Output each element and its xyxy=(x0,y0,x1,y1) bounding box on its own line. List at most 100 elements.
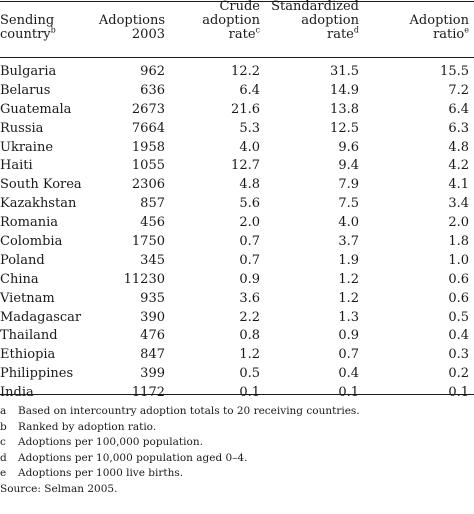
cell-standardized-rate: 0.1 xyxy=(338,385,359,401)
cell-crude-rate: 1.2 xyxy=(239,347,260,363)
cell-adoptions: 1958 xyxy=(131,139,165,155)
cell-country: Haiti xyxy=(0,158,33,174)
cell-adoptions: 476 xyxy=(140,328,165,344)
cell-crude-rate: 12.2 xyxy=(231,64,260,79)
cell-standardized-rate: 7.9 xyxy=(338,177,359,193)
cell-adoption-ratio: 3.4 xyxy=(448,196,469,212)
table-row: China 11230 0.9 1.2 0.6 xyxy=(0,271,474,290)
cell-adoption-ratio: 1.8 xyxy=(448,234,469,250)
cell-adoption-ratio: 6.4 xyxy=(448,101,469,117)
header-std-line3: rate xyxy=(326,27,354,42)
table-row: Belarus 636 6.4 14.9 7.2 xyxy=(0,82,474,101)
header-std-line1: Standardized xyxy=(271,0,359,14)
header-adoptions-line2: 2003 xyxy=(131,27,165,42)
cell-country: Romania xyxy=(0,215,58,231)
cell-crude-rate: 0.1 xyxy=(239,385,260,401)
cell-crude-rate: 0.7 xyxy=(239,252,260,268)
table-bottom-rule xyxy=(0,394,474,395)
cell-adoption-ratio: 0.2 xyxy=(448,366,469,382)
cell-country: Philippines xyxy=(0,366,74,382)
cell-adoptions: 636 xyxy=(140,82,165,98)
footnote-text: Adoptions per 1000 live births. xyxy=(18,467,184,480)
cell-adoption-ratio: 0.6 xyxy=(448,271,469,287)
table-row: Ethiopia 847 1.2 0.7 0.3 xyxy=(0,346,474,365)
table-top-rule xyxy=(0,1,474,2)
cell-country: Thailand xyxy=(0,328,58,344)
table-row: Haiti 1055 12.7 9.4 4.2 xyxy=(0,157,474,176)
cell-country: Ethiopia xyxy=(0,347,56,363)
footnote: b Ranked by adoption ratio. xyxy=(0,420,474,436)
header-country-line2: country xyxy=(0,27,51,42)
cell-standardized-rate: 0.4 xyxy=(338,366,359,382)
table-header-rule xyxy=(0,57,474,58)
cell-country: Ukraine xyxy=(0,139,54,155)
cell-country: Poland xyxy=(0,252,45,268)
table-row: Ukraine 1958 4.0 9.6 4.8 xyxy=(0,139,474,158)
header-country-sup: b xyxy=(50,25,56,35)
cell-crude-rate: 0.9 xyxy=(239,271,260,287)
cell-adoption-ratio: 4.8 xyxy=(448,139,469,155)
footnote-key: d xyxy=(0,451,7,464)
footnote-key: c xyxy=(0,436,6,449)
cell-standardized-rate: 7.5 xyxy=(338,196,359,212)
cell-adoptions: 1172 xyxy=(131,385,165,401)
table-row: Thailand 476 0.8 0.9 0.4 xyxy=(0,327,474,346)
table-row: Russia 7664 5.3 12.5 6.3 xyxy=(0,120,474,139)
cell-crude-rate: 12.7 xyxy=(231,158,260,174)
cell-country: Vietnam xyxy=(0,290,55,306)
footnote-key: e xyxy=(0,467,7,480)
header-ratio-line2: ratio xyxy=(433,27,465,42)
footnote: e Adoptions per 1000 live births. xyxy=(0,466,474,482)
cell-country: China xyxy=(0,271,39,287)
footnote: d Adoptions per 10,000 population aged 0–… xyxy=(0,451,474,467)
cell-crude-rate: 0.5 xyxy=(239,366,260,382)
cell-adoptions: 847 xyxy=(140,347,165,363)
cell-adoptions: 2673 xyxy=(131,101,165,117)
cell-crude-rate: 2.0 xyxy=(239,215,260,231)
header-crude-line3: rate xyxy=(228,27,256,42)
cell-country: South Korea xyxy=(0,177,82,193)
cell-crude-rate: 3.6 xyxy=(239,290,260,306)
cell-adoptions: 390 xyxy=(140,309,165,325)
cell-adoptions: 7664 xyxy=(131,120,165,136)
cell-crude-rate: 5.3 xyxy=(239,120,260,136)
cell-adoption-ratio: 15.5 xyxy=(440,64,469,79)
footnote: a Based on intercountry adoption totals t… xyxy=(0,404,474,420)
cell-adoption-ratio: 0.6 xyxy=(448,290,469,306)
cell-adoptions: 399 xyxy=(140,366,165,382)
cell-adoptions: 345 xyxy=(140,252,165,268)
table-row: South Korea 2306 4.8 7.9 4.1 xyxy=(0,176,474,195)
table-row: Colombia 1750 0.7 3.7 1.8 xyxy=(0,233,474,252)
cell-country: Colombia xyxy=(0,234,63,250)
header-crude-line2: adoption xyxy=(202,13,260,28)
cell-adoptions: 1055 xyxy=(131,158,165,174)
cell-crude-rate: 6.4 xyxy=(239,82,260,98)
cell-standardized-rate: 13.8 xyxy=(330,101,359,117)
cell-standardized-rate: 9.6 xyxy=(338,139,359,155)
footnote-text: Adoptions per 10,000 population aged 0–4… xyxy=(18,451,248,464)
cell-adoptions: 857 xyxy=(140,196,165,212)
table-row: Guatemala 2673 21.6 13.8 6.4 xyxy=(0,101,474,120)
cell-adoption-ratio: 4.1 xyxy=(448,177,469,193)
cell-standardized-rate: 1.3 xyxy=(338,309,359,325)
cell-standardized-rate: 12.5 xyxy=(330,120,359,136)
cell-country: Belarus xyxy=(0,82,51,98)
cell-standardized-rate: 1.2 xyxy=(338,271,359,287)
table-row: Bulgaria 962 12.2 31.5 15.5 xyxy=(0,63,474,82)
cell-country: Guatemala xyxy=(0,101,72,117)
cell-standardized-rate: 0.7 xyxy=(338,347,359,363)
cell-adoption-ratio: 0.3 xyxy=(448,347,469,363)
cell-country: Kazakhstan xyxy=(0,196,77,212)
cell-crude-rate: 5.6 xyxy=(239,196,260,212)
header-adoptions-2003: Adoptions 2003 xyxy=(99,14,165,42)
cell-adoptions: 11230 xyxy=(123,271,165,287)
cell-standardized-rate: 1.9 xyxy=(338,252,359,268)
header-std-line2: adoption xyxy=(301,13,359,28)
table-footnotes: a Based on intercountry adoption totals t… xyxy=(0,404,474,498)
header-adoption-ratio: Adoption ratioe xyxy=(410,14,469,42)
header-sending-country: Sending countryb xyxy=(0,14,56,42)
header-crude-adoption-rate: Crude adoption ratec xyxy=(202,0,260,42)
cell-standardized-rate: 1.2 xyxy=(338,290,359,306)
cell-crude-rate: 4.8 xyxy=(239,177,260,193)
cell-country: Bulgaria xyxy=(0,64,57,79)
